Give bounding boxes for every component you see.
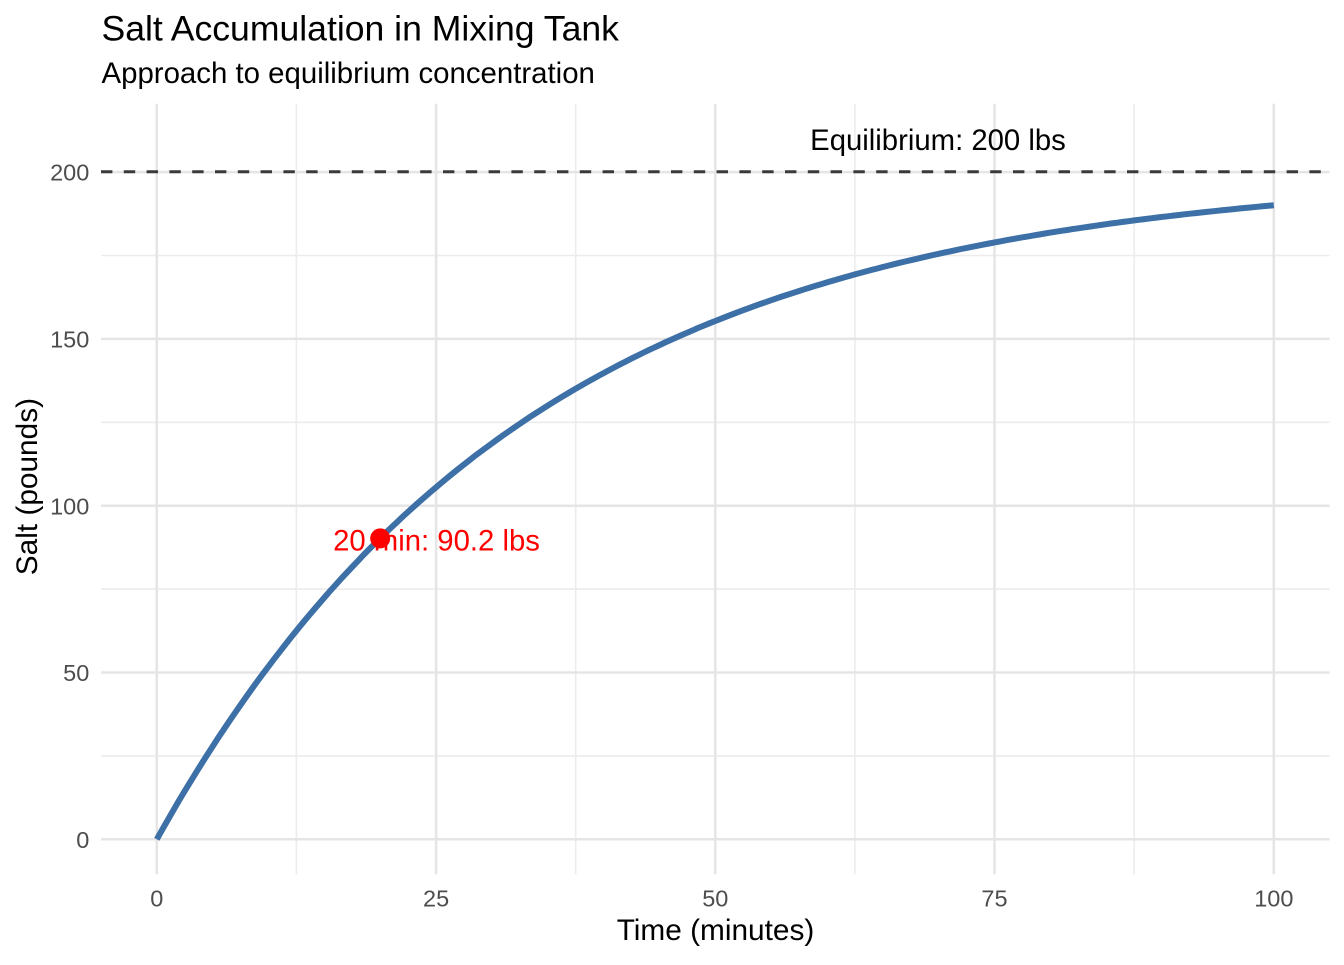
svg-text:75: 75 bbox=[981, 885, 1007, 911]
svg-text:Time (minutes): Time (minutes) bbox=[617, 914, 815, 947]
svg-text:150: 150 bbox=[50, 327, 89, 353]
svg-text:100: 100 bbox=[50, 493, 89, 519]
svg-text:0: 0 bbox=[76, 827, 89, 853]
svg-text:50: 50 bbox=[702, 885, 728, 911]
svg-text:200: 200 bbox=[50, 160, 89, 186]
svg-text:Salt (pounds): Salt (pounds) bbox=[11, 398, 44, 575]
svg-text:25: 25 bbox=[423, 885, 449, 911]
svg-text:100: 100 bbox=[1254, 885, 1293, 911]
svg-text:Salt Accumulation in Mixing Ta: Salt Accumulation in Mixing Tank bbox=[102, 8, 620, 48]
svg-text:50: 50 bbox=[63, 660, 89, 686]
svg-text:Approach to equilibrium concen: Approach to equilibrium concentration bbox=[102, 57, 595, 90]
svg-text:20 min: 90.2 lbs: 20 min: 90.2 lbs bbox=[333, 525, 540, 558]
svg-text:0: 0 bbox=[150, 885, 163, 911]
svg-text:Equilibrium: 200 lbs: Equilibrium: 200 lbs bbox=[810, 124, 1066, 157]
